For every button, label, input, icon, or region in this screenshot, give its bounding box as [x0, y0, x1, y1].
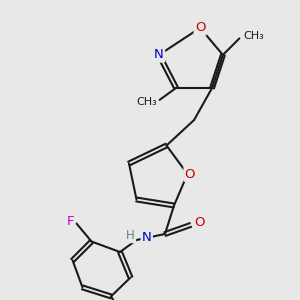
Text: CH₃: CH₃ [243, 31, 264, 41]
Text: O: O [195, 21, 205, 34]
Text: N: N [142, 231, 152, 244]
Text: CH₃: CH₃ [136, 97, 157, 107]
Text: H: H [126, 229, 135, 242]
Text: F: F [67, 214, 74, 228]
Text: O: O [185, 167, 195, 181]
Text: O: O [194, 216, 205, 229]
Text: N: N [154, 48, 164, 62]
